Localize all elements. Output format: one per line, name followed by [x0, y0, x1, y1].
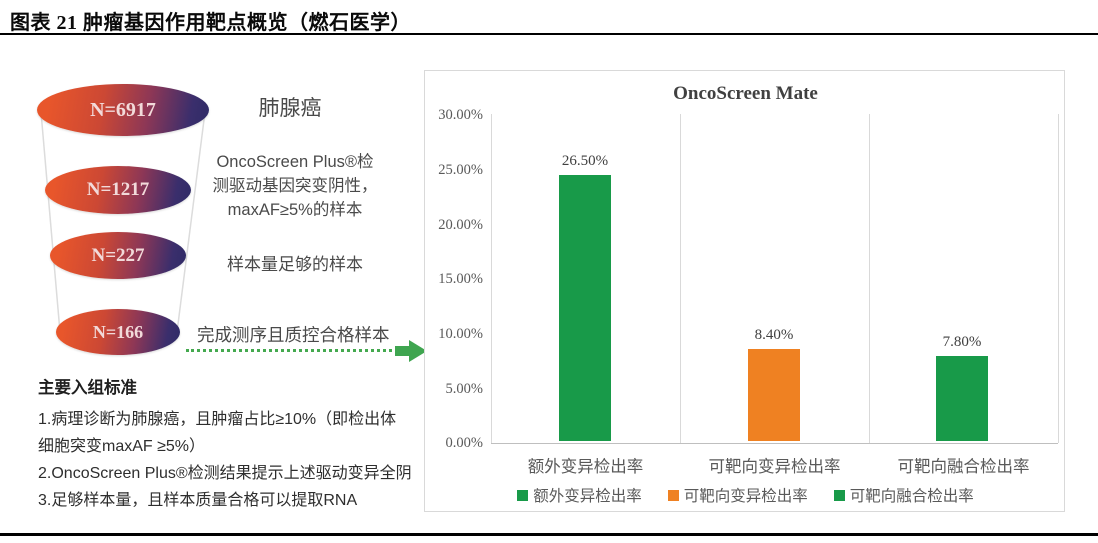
- y-tick-5: 5.00%: [445, 381, 483, 397]
- legend-label: 可靶向变异检出率: [683, 488, 808, 505]
- funnel-level-4-label: N=166: [92, 321, 144, 342]
- legend-label: 可靶向融合检出率: [849, 488, 974, 505]
- plot-border-left: [491, 114, 492, 443]
- stage-label-oncoscreen-negative: OncoScreen Plus®检 测驱动基因突变阴性， maxAF≥5%的样本: [200, 150, 390, 222]
- criteria-line-2: 细胞突变maxAF ≥5%）: [38, 438, 206, 455]
- dotted-connector-line: [186, 349, 398, 352]
- funnel-level-3: N=227: [50, 232, 186, 279]
- criteria-line-4: 3.足够样本量，且样本质量合格可以提取RNA: [38, 492, 358, 509]
- y-tick-15: 15.00%: [438, 271, 483, 287]
- y-tick-25: 25.00%: [438, 162, 483, 178]
- criteria-line-1: 1.病理诊断为肺腺癌，且肿瘤占比≥10%（即检出体: [38, 411, 397, 428]
- stage-label-qc-passed: 完成测序且质控合格样本: [197, 325, 390, 345]
- funnel-level-4: N=166: [56, 309, 180, 355]
- green-arrow-icon: [395, 346, 409, 356]
- y-tick-0: 0.00%: [445, 435, 483, 451]
- category-separator-1: [680, 114, 681, 443]
- bar-targetable-fusion-rate: [936, 355, 988, 441]
- funnel-cone-outline: [40, 111, 206, 333]
- bar-chart-panel: OncoScreen Mate 30.00% 25.00% 20.00% 15.…: [424, 70, 1065, 512]
- criteria-heading: 主要入组标准: [38, 379, 137, 397]
- stage2-line3: maxAF≥5%的样本: [227, 201, 363, 219]
- funnel-level-1-label: N=6917: [90, 98, 156, 121]
- figure-title: 图表 21 肿瘤基因作用靶点概览（燃石医学）: [10, 12, 411, 34]
- bar-data-label: 8.40%: [754, 326, 794, 343]
- stage2-line2: 测驱动基因突变阴性，: [212, 177, 378, 195]
- criteria-line-3: 2.OncoScreen Plus®检测结果提示上述驱动变异全阴: [38, 465, 412, 482]
- legend-swatch-green-icon: [517, 489, 529, 501]
- legend-item: 可靶向变异检出率: [667, 484, 808, 506]
- x-axis-line: [491, 443, 1058, 444]
- bar-data-label: 7.80%: [942, 333, 982, 350]
- legend-swatch-orange-icon: [667, 489, 679, 501]
- plot-border-right: [1058, 114, 1059, 443]
- green-arrow-head-icon: [409, 340, 427, 362]
- bar-group-targetable-variant: 8.40%: [748, 327, 800, 441]
- bar-data-label: 26.50%: [561, 152, 609, 169]
- stage2-line1: OncoScreen Plus®检: [216, 153, 374, 171]
- legend-swatch-green-icon: [833, 489, 845, 501]
- bottom-rule: [0, 533, 1098, 536]
- legend-item: 可靶向融合检出率: [833, 484, 974, 506]
- legend-item: 额外变异检出率: [517, 484, 642, 506]
- x-category-2: 可靶向变异检出率: [708, 458, 841, 476]
- category-separator-2: [869, 114, 870, 443]
- chart-title: OncoScreen Mate: [673, 83, 818, 104]
- y-tick-10: 10.00%: [438, 326, 483, 342]
- bar-group-targetable-fusion: 7.80%: [936, 333, 988, 441]
- bar-group-extra-variant: 26.50%: [559, 152, 611, 441]
- bar-extra-variant-rate: [559, 174, 611, 441]
- y-tick-20: 20.00%: [438, 217, 483, 233]
- y-tick-30: 30.00%: [438, 107, 483, 123]
- chart-legend: 额外变异检出率 可靶向变异检出率 可靶向融合检出率: [425, 484, 1066, 506]
- bar-targetable-variant-rate: [748, 348, 800, 441]
- title-underline: [0, 33, 1098, 35]
- inclusion-criteria: 主要入组标准 1.病理诊断为肺腺癌，且肿瘤占比≥10%（即检出体 细胞突变max…: [38, 374, 438, 514]
- stage-label-sufficient-sample: 样本量足够的样本: [227, 255, 363, 274]
- x-category-3: 可靶向融合检出率: [897, 458, 1030, 476]
- funnel-level-3-label: N=227: [91, 244, 145, 266]
- x-category-1: 额外变异检出率: [527, 458, 644, 476]
- stage-label-lung-adenocarcinoma: 肺腺癌: [258, 97, 322, 120]
- funnel-level-1: N=6917: [37, 84, 209, 136]
- funnel-level-2-label: N=1217: [86, 179, 150, 200]
- legend-label: 额外变异检出率: [533, 488, 642, 505]
- funnel-level-2: N=1217: [45, 166, 191, 214]
